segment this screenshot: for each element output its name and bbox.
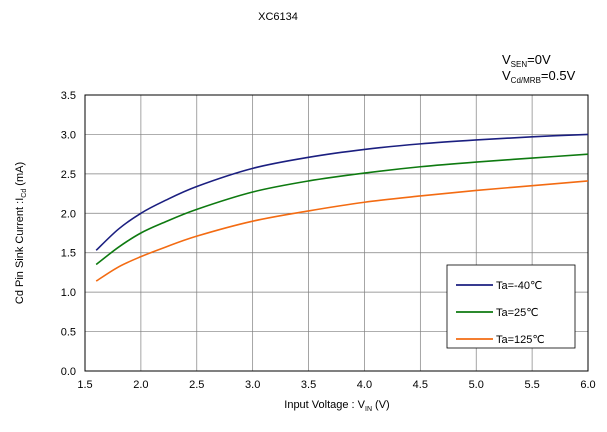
x-axis-label-prefix: Input Voltage : V xyxy=(284,399,365,411)
x-tick-label: 4.0 xyxy=(357,379,372,391)
condition-sen-base: V xyxy=(502,52,511,67)
x-tick-label: 4.5 xyxy=(413,379,428,391)
y-axis-label: Cd Pin Sink Current :ICd (mA) xyxy=(14,162,28,304)
y-tick-labels: 0.0 0.5 1.0 1.5 2.0 2.5 3.0 3.5 xyxy=(61,90,76,378)
y-tick-label: 3.0 xyxy=(61,129,76,141)
condition-cdmrb-sub: Cd/MRB xyxy=(511,76,541,85)
y-axis-label-suffix: (mA) xyxy=(14,162,26,189)
y-tick-label: 1.0 xyxy=(61,287,76,299)
condition-sen-value: =0V xyxy=(527,52,551,67)
series-line-1 xyxy=(96,154,588,264)
x-tick-label: 3.0 xyxy=(245,379,260,391)
x-tick-label: 5.5 xyxy=(524,379,539,391)
condition-cdmrb-value: =0.5V xyxy=(541,68,576,83)
x-tick-label: 5.0 xyxy=(469,379,484,391)
x-axis-label-suffix: (V) xyxy=(372,399,390,411)
y-tick-label: 0.5 xyxy=(61,327,76,339)
y-tick-label: 1.5 xyxy=(61,248,76,260)
x-tick-label: 6.0 xyxy=(580,379,595,391)
y-tick-label: 3.5 xyxy=(61,90,76,102)
x-tick-labels: 1.5 2.0 2.5 3.0 3.5 4.0 4.5 5.0 5.5 6.0 xyxy=(77,379,595,391)
legend-label-1: Ta=25℃ xyxy=(496,307,539,319)
series-line-0 xyxy=(96,134,588,250)
x-axis-label: Input Voltage : VIN (V) xyxy=(284,399,389,413)
y-tick-label: 0.0 xyxy=(61,366,76,378)
condition-cdmrb: VCd/MRB=0.5V xyxy=(502,68,576,85)
y-axis-label-sub: Cd xyxy=(21,189,28,198)
condition-sen-sub: SEN xyxy=(511,60,528,69)
y-axis-label-prefix: Cd Pin Sink Current :I xyxy=(14,198,26,304)
x-tick-label: 2.5 xyxy=(189,379,204,391)
condition-cdmrb-base: V xyxy=(502,68,511,83)
y-tick-label: 2.0 xyxy=(61,208,76,220)
x-tick-label: 1.5 xyxy=(77,379,92,391)
condition-sen: VSEN=0V xyxy=(502,52,551,69)
x-axis-label-sub: IN xyxy=(365,406,372,413)
x-tick-label: 3.5 xyxy=(301,379,316,391)
y-tick-label: 2.5 xyxy=(61,169,76,181)
legend-label-0: Ta=-40℃ xyxy=(496,280,542,292)
x-tick-label: 2.0 xyxy=(133,379,148,391)
series-lines xyxy=(96,134,588,281)
legend-label-2: Ta=125℃ xyxy=(496,334,545,346)
chart-title: XC6134 xyxy=(258,11,298,23)
